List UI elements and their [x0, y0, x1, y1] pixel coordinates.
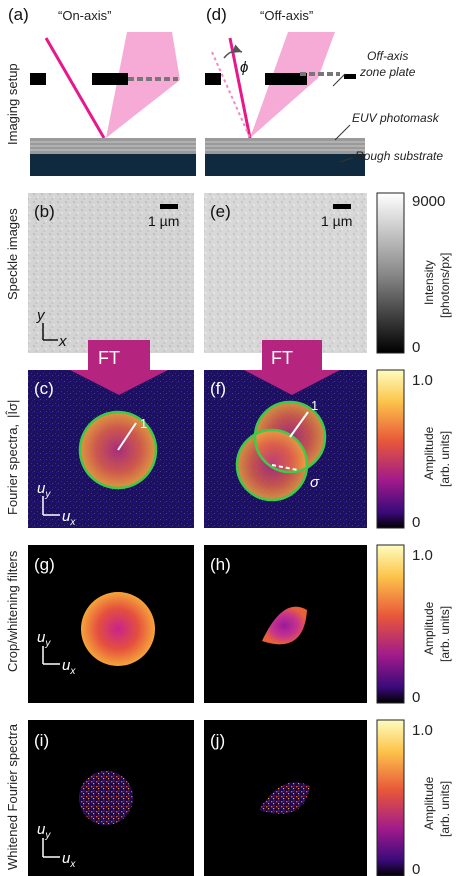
colorbar-amp2-label-1: Amplitude — [422, 601, 436, 655]
sigma-label-f: σ — [310, 474, 320, 491]
aperture-right — [92, 73, 128, 85]
aperture-left-off — [205, 73, 221, 85]
row-label-fourier: Fourier spectra, — [5, 424, 20, 515]
shift-line-f — [271, 464, 299, 471]
incident-beam — [44, 37, 106, 139]
scalebar-label-b: 1 µm — [148, 213, 179, 229]
colorbar-intensity-label-2: [photons/px] — [438, 253, 452, 318]
filter-disk-g — [81, 592, 155, 666]
ft-label-right: FT — [271, 348, 293, 368]
panel-label-h: (h) — [210, 555, 231, 574]
colorbar-amp3-max: 1.0 — [412, 722, 433, 739]
axis-uy-label: uy — [37, 480, 51, 500]
ft-arrow-left: FT — [70, 340, 168, 395]
setup-on-axis — [30, 32, 196, 176]
setup-off-axis: ϕ — [205, 32, 365, 176]
colorbar-amplitude-2: 1.0 0 Amplitude [arb. units] — [376, 544, 452, 706]
panel-label-b: (b) — [34, 202, 55, 221]
row-label-fourier-symbol: |Îσ| — [5, 400, 20, 418]
colorbar-intensity-min: 0 — [412, 339, 420, 356]
radius-line-c — [117, 422, 137, 451]
panel-label-a: (a) — [8, 5, 29, 24]
colorbar-amp1-label-1: Amplitude — [422, 426, 436, 480]
aperture-right-off — [265, 73, 307, 85]
xy-axes: y x — [36, 307, 67, 350]
pupil-circle-f1 — [253, 400, 327, 474]
substrate-off — [205, 154, 365, 176]
beam-cone — [106, 32, 180, 138]
colorbar-intensity-label-1: Intensity — [422, 260, 436, 305]
substrate — [30, 154, 196, 176]
ft-arrow-right: FT — [244, 340, 340, 395]
colorbar-amp1-label-2: [arb. units] — [438, 431, 452, 487]
incident-beam-off — [228, 37, 252, 139]
colorbar-intensity: 9000 0 Intensity [photons/px] — [376, 192, 452, 356]
colorbar-intensity-max: 9000 — [412, 193, 445, 210]
row-label-crop: Crop/whitening filters — [5, 550, 20, 672]
whitened-disk-i — [79, 771, 133, 825]
axis-ux-label-i: ux — [62, 850, 76, 870]
annotation-zone-plate-2: zone plate — [359, 65, 416, 79]
scalebar-label-e: 1 µm — [321, 213, 352, 229]
radius-label-c: 1 — [140, 416, 147, 431]
uxuy-axes-c: uy ux — [37, 480, 76, 528]
row-label-speckle: Speckle images — [5, 208, 20, 300]
uxuy-axes-i: uy ux — [37, 821, 76, 870]
panel-label-e: (e) — [210, 202, 231, 221]
colorbar-amp3-label-2: [arb. units] — [438, 781, 452, 837]
panel-label-f: (f) — [210, 379, 226, 398]
uxuy-axes-g: uy ux — [37, 629, 76, 677]
colorbar-amp2-min: 0 — [412, 689, 420, 706]
ft-label-left: FT — [98, 348, 120, 368]
phi-arc — [223, 44, 243, 59]
aperture-left — [30, 73, 46, 85]
title-on-axis: “On-axis” — [58, 8, 111, 23]
speckle-image-e — [204, 193, 367, 353]
colorbar-amp1-min: 0 — [412, 514, 420, 531]
scalebar-e — [333, 204, 351, 209]
speckle-image-b — [28, 193, 194, 353]
axis-ux-label: ux — [62, 508, 76, 528]
annotation-substrate: Rough substrate — [355, 149, 443, 163]
colorbar-amp1-max: 1.0 — [412, 372, 433, 389]
pupil-circle-f2 — [235, 428, 309, 502]
filter-lens-h — [262, 606, 307, 645]
pupil-circle-c — [78, 410, 158, 490]
normal-dotted — [211, 51, 251, 139]
panel-label-j: (j) — [210, 731, 225, 750]
axis-y-label: y — [36, 307, 46, 324]
row-label-whitened: Whitened Fourier spectra — [5, 723, 20, 870]
scalebar-b — [160, 204, 178, 209]
panel-label-c: (c) — [34, 379, 54, 398]
phi-label: ϕ — [240, 59, 248, 76]
axis-uy-label-g: uy — [37, 629, 51, 649]
radius-label-f: 1 — [311, 398, 318, 413]
panel-label-g: (g) — [34, 555, 55, 574]
annotation-zone-plate-1: Off-axis — [367, 49, 408, 63]
annotation-photomask: EUV photomask — [352, 111, 440, 125]
colorbar-amplitude-1: 1.0 0 Amplitude [arb. units] — [376, 369, 452, 531]
panel-label-i: (i) — [34, 731, 49, 750]
colorbar-amp3-min: 0 — [412, 861, 420, 876]
colorbar-amp2-label-2: [arb. units] — [438, 606, 452, 662]
colorbar-amp2-max: 1.0 — [412, 547, 433, 564]
whitened-lens-j — [259, 782, 310, 814]
panel-label-d: (d) — [206, 5, 227, 24]
axis-uy-label-i: uy — [37, 821, 51, 841]
row-label-setup: Imaging setup — [5, 63, 20, 145]
colorbar-amplitude-3: 1.0 0 Amplitude [arb. units] — [376, 719, 452, 876]
title-off-axis: “Off-axis” — [260, 8, 313, 23]
axis-ux-label-g: ux — [62, 657, 76, 677]
axis-x-label: x — [58, 333, 67, 350]
aperture-small-off — [344, 74, 356, 79]
radius-line-f — [289, 411, 309, 438]
colorbar-amp3-label-1: Amplitude — [422, 776, 436, 830]
